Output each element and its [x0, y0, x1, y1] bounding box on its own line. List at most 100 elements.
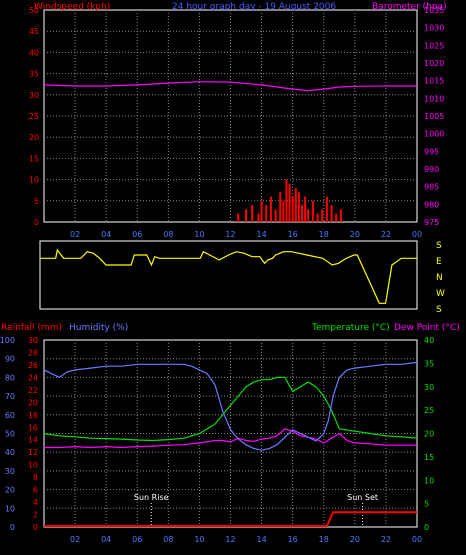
- tick-label-humidity: 30: [5, 467, 15, 476]
- grid-top: [44, 10, 417, 222]
- tick-label-wind: 25: [29, 112, 39, 121]
- tick-label-rainfall: 18: [28, 411, 38, 420]
- tick-label-temperature: 0: [424, 523, 429, 532]
- tick-label-humidity: 0: [10, 523, 15, 532]
- tick-label-temperature: 40: [424, 336, 434, 345]
- tick-label-wind: 20: [29, 133, 39, 142]
- sun-annotations: Sun Rise Sun Set: [134, 493, 378, 527]
- tick-label-rainfall: 12: [28, 448, 38, 457]
- tick-label-rainfall: 4: [33, 498, 38, 507]
- label-dewpoint: Dew Point (°C): [394, 323, 460, 333]
- tick-label-hour: 18: [319, 230, 329, 239]
- tick-label-rainfall: 24: [28, 373, 38, 382]
- tick-label-humidity: 100: [0, 336, 15, 345]
- series-temperature: [43, 376, 418, 442]
- sunset-label: Sun Set: [347, 493, 378, 502]
- tick-label-rainfall: 2: [33, 511, 38, 520]
- tick-label-hour: 22: [381, 535, 391, 544]
- tick-label-barometer: 1000: [424, 130, 444, 139]
- tick-label-hour: 06: [132, 535, 142, 544]
- tick-label-rainfall: 16: [28, 423, 38, 432]
- tick-label-hour: 00: [412, 535, 422, 544]
- tick-label-hour: 06: [132, 230, 142, 239]
- tick-label-humidity: 20: [5, 486, 15, 495]
- plot-frame-middle: [39, 240, 418, 310]
- label-temperature: Temperature (°C): [311, 323, 390, 333]
- tick-label-hour: 08: [163, 535, 173, 544]
- tick-label-barometer: 1020: [424, 59, 444, 68]
- tick-label-humidity: 80: [5, 373, 15, 382]
- series-barometer: [43, 81, 417, 92]
- tick-label-temperature: 15: [424, 453, 434, 462]
- tick-label-barometer: 985: [424, 183, 439, 192]
- tick-label-rainfall: 10: [28, 461, 38, 470]
- tick-label-hour: 14: [256, 535, 266, 544]
- series-wind-direction: [40, 248, 417, 304]
- series-windspeed: [237, 179, 342, 222]
- tick-label-temperature: 25: [424, 406, 434, 415]
- tick-label-hour: 02: [70, 230, 80, 239]
- series-humidity: [43, 361, 418, 451]
- tick-label-barometer: 1030: [424, 24, 444, 33]
- yaxis-wind-ticks: 0 5 10 15 20 25 30 35 40 45 50: [29, 6, 39, 227]
- tick-label-hour: 18: [319, 535, 329, 544]
- tick-label-wind: 35: [29, 70, 39, 79]
- xaxis-bottom-ticks: 02 04 06 08 10 12 14 16 18 20 22 00: [70, 535, 422, 544]
- tick-label-barometer: 995: [424, 147, 439, 156]
- tick-label-humidity: 40: [5, 448, 15, 457]
- tick-label-barometer: 1015: [424, 77, 444, 86]
- tick-label-rainfall: 30: [28, 336, 38, 345]
- tick-label-humidity: 90: [5, 355, 15, 364]
- tick-label-barometer: 1010: [424, 94, 444, 103]
- direction-label: E: [436, 257, 442, 267]
- direction-label: W: [436, 289, 445, 299]
- tick-label-humidity: 10: [5, 504, 15, 513]
- tick-label-hour: 22: [381, 230, 391, 239]
- tick-label-barometer: 980: [424, 200, 439, 209]
- tick-label-temperature: 5: [424, 500, 429, 509]
- yaxis-barometer-ticks: 975 980 985 990 995 1000 1005 1010 1015 1020 1025 1…: [424, 6, 444, 227]
- tick-label-humidity: 60: [5, 411, 15, 420]
- tick-label-temperature: 10: [424, 476, 434, 485]
- tick-label-wind: 0: [34, 218, 39, 227]
- tick-label-humidity: 70: [5, 392, 15, 401]
- tick-label-hour: 16: [288, 535, 298, 544]
- yaxis-humidity-ticks: 0 10 20 30 40 50 60 70 80 90 100: [0, 336, 15, 532]
- title-left-windspeed: Windspeed (kph): [34, 2, 110, 12]
- tick-label-wind: 50: [29, 6, 39, 15]
- tick-label-hour: 12: [225, 535, 235, 544]
- direction-label: S: [436, 241, 442, 251]
- tick-label-temperature: 35: [424, 359, 434, 368]
- tick-label-barometer: 1035: [424, 6, 444, 15]
- title-right-barometer: Barometer (hpa): [372, 2, 447, 12]
- tick-label-temperature: 20: [424, 430, 434, 439]
- tick-label-wind: 30: [29, 91, 39, 100]
- tick-label-hour: 04: [101, 230, 111, 239]
- tick-label-wind: 5: [34, 197, 39, 206]
- tick-label-wind: 15: [29, 154, 39, 163]
- tick-label-hour: 10: [194, 535, 204, 544]
- tick-label-rainfall: 14: [28, 436, 38, 445]
- tick-label-hour: 20: [350, 230, 360, 239]
- xaxis-top-ticks: 02 04 06 08 10 12 14 16 18 20 22 00: [70, 230, 422, 239]
- tick-label-rainfall: 26: [28, 361, 38, 370]
- tick-label-rainfall: 0: [33, 523, 38, 532]
- tick-label-wind: 40: [29, 48, 39, 57]
- direction-label: N: [436, 273, 443, 283]
- direction-label: S: [436, 305, 442, 315]
- chart-title: 24 hour graph day - 19 August 2006: [172, 2, 336, 12]
- series-rainfall: [44, 511, 417, 527]
- tick-label-wind: 10: [29, 176, 39, 185]
- tick-label-hour: 00: [412, 230, 422, 239]
- tick-label-hour: 12: [225, 230, 235, 239]
- tick-label-hour: 14: [256, 230, 266, 239]
- label-humidity: Humidity (%): [69, 323, 128, 333]
- tick-label-rainfall: 8: [33, 473, 38, 482]
- tick-label-hour: 10: [194, 230, 204, 239]
